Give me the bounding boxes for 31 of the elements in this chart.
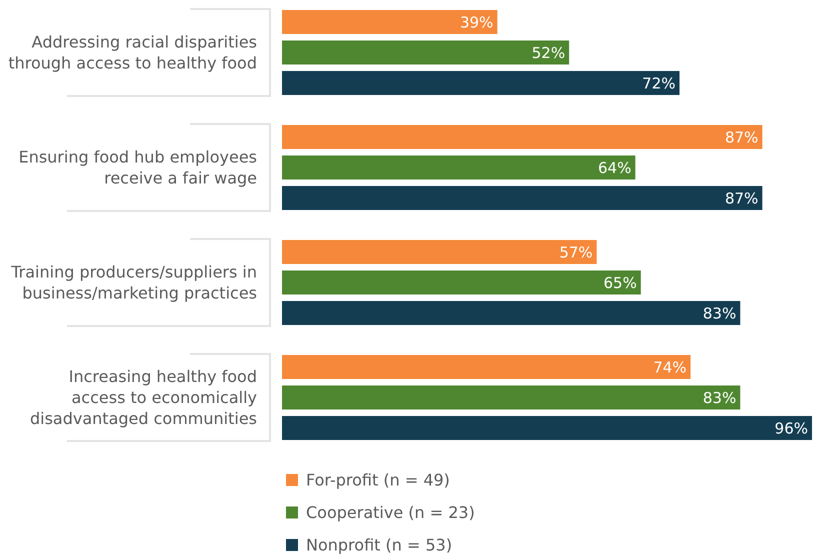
data-label: 52%	[532, 44, 566, 62]
legend-label: Cooperative (n = 23)	[306, 503, 475, 522]
bar	[282, 10, 498, 34]
bar	[282, 240, 597, 264]
data-label: 65%	[604, 274, 637, 292]
bar	[282, 71, 680, 95]
bar	[282, 416, 812, 440]
data-label: 83%	[702, 304, 736, 322]
data-label: 57%	[559, 243, 593, 262]
legend-label: For-profit (n = 49)	[306, 470, 450, 490]
y-tick-label: Addressing racial disparities through access to healthy food	[8, 32, 257, 73]
data-label: 96%	[774, 419, 808, 438]
data-label: 39%	[460, 13, 494, 32]
data-label: 64%	[598, 158, 632, 177]
data-label: 87%	[724, 189, 758, 208]
data-label: 87%	[724, 128, 758, 146]
bar	[282, 386, 740, 410]
bar	[282, 270, 641, 294]
bar	[282, 125, 762, 149]
data-label: 83%	[702, 388, 736, 407]
legend-label: Nonprofit (n = 53)	[306, 536, 452, 555]
bar	[282, 355, 691, 379]
bar	[282, 40, 570, 64]
bar	[282, 301, 740, 325]
bar	[282, 156, 636, 180]
data-label: 74%	[653, 358, 687, 376]
bar	[282, 186, 762, 210]
y-tick-label: Increasing healthy food access to economically disadvantaged communities	[30, 367, 257, 428]
y-tick-label: Ensuring food hub employees receive a fair wage	[18, 148, 257, 188]
data-label: 72%	[642, 74, 676, 92]
y-tick-label: Training producers/suppliers in business/marketing practices	[10, 262, 257, 303]
